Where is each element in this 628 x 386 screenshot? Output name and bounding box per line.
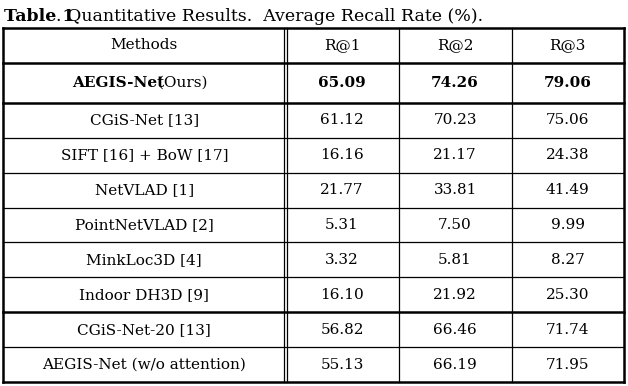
- Text: 16.16: 16.16: [320, 148, 364, 162]
- Text: AEGIS-Net (w/o attention): AEGIS-Net (w/o attention): [42, 357, 246, 372]
- Text: 21.92: 21.92: [433, 288, 477, 302]
- Text: 66.19: 66.19: [433, 357, 477, 372]
- Text: Indoor DH3D [9]: Indoor DH3D [9]: [79, 288, 209, 302]
- Text: 61.12: 61.12: [320, 113, 364, 127]
- Text: R@3: R@3: [550, 39, 586, 52]
- Text: 55.13: 55.13: [320, 357, 364, 372]
- Text: PointNetVLAD [2]: PointNetVLAD [2]: [75, 218, 214, 232]
- Text: 33.81: 33.81: [433, 183, 477, 197]
- Text: R@2: R@2: [437, 39, 474, 52]
- Text: Table 1: Table 1: [4, 8, 75, 25]
- Text: 9.99: 9.99: [551, 218, 585, 232]
- Text: MinkLoc3D [4]: MinkLoc3D [4]: [87, 253, 202, 267]
- Text: 66.46: 66.46: [433, 323, 477, 337]
- Text: 21.77: 21.77: [320, 183, 364, 197]
- Text: CGiS-Net [13]: CGiS-Net [13]: [90, 113, 199, 127]
- Text: 21.17: 21.17: [433, 148, 477, 162]
- Text: (Ours): (Ours): [153, 76, 207, 90]
- Text: R@1: R@1: [324, 39, 360, 52]
- Text: Methods: Methods: [111, 39, 178, 52]
- Text: 3.32: 3.32: [325, 253, 359, 267]
- Text: 5.81: 5.81: [438, 253, 472, 267]
- Text: CGiS-Net-20 [13]: CGiS-Net-20 [13]: [77, 323, 211, 337]
- Text: 74.26: 74.26: [431, 76, 479, 90]
- Text: 41.49: 41.49: [546, 183, 590, 197]
- Text: 79.06: 79.06: [544, 76, 592, 90]
- Text: 24.38: 24.38: [546, 148, 590, 162]
- Text: 75.06: 75.06: [546, 113, 590, 127]
- Text: 65.09: 65.09: [318, 76, 366, 90]
- Text: AEGIS-Net: AEGIS-Net: [72, 76, 165, 90]
- Text: SIFT [16] + BoW [17]: SIFT [16] + BoW [17]: [60, 148, 228, 162]
- Text: 71.74: 71.74: [546, 323, 590, 337]
- Text: 71.95: 71.95: [546, 357, 590, 372]
- Text: 16.10: 16.10: [320, 288, 364, 302]
- Text: 70.23: 70.23: [433, 113, 477, 127]
- Text: 8.27: 8.27: [551, 253, 585, 267]
- Text: 7.50: 7.50: [438, 218, 472, 232]
- Text: NetVLAD [1]: NetVLAD [1]: [95, 183, 194, 197]
- Text: 56.82: 56.82: [320, 323, 364, 337]
- Text: 5.31: 5.31: [325, 218, 359, 232]
- Text: 25.30: 25.30: [546, 288, 590, 302]
- Text: . Quantitative Results.  Average Recall Rate (%).: . Quantitative Results. Average Recall R…: [56, 8, 483, 25]
